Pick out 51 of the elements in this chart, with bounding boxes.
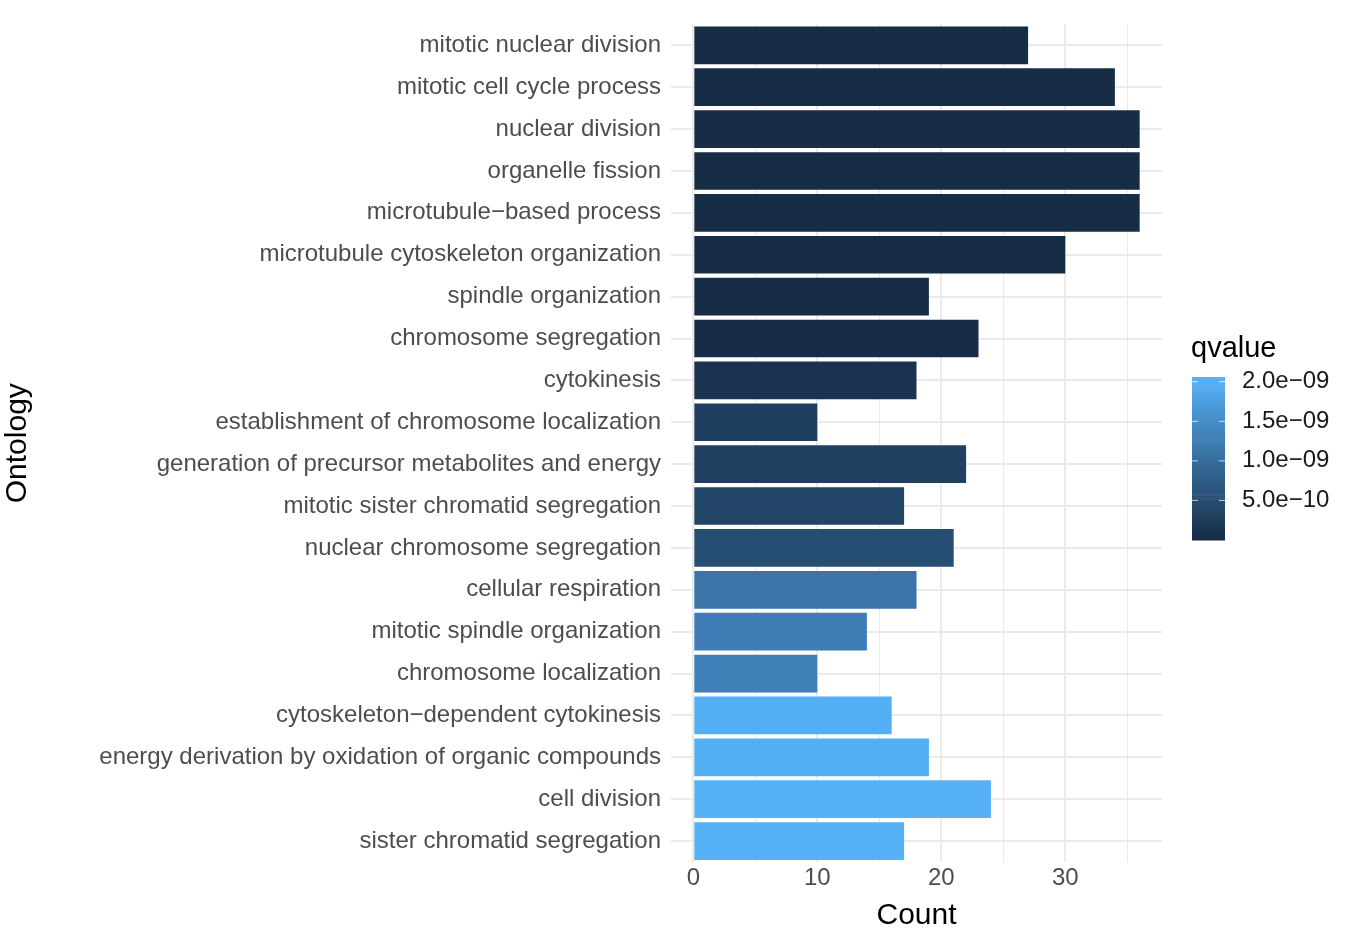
y-tick-label: mitotic spindle organization <box>371 616 661 644</box>
bar <box>694 277 929 316</box>
y-tick-label: establishment of chromosome localization <box>215 406 661 434</box>
x-tick-label: 0 <box>686 863 700 891</box>
y-tick-label: microtubule−based process <box>366 197 661 225</box>
y-tick-label: mitotic sister chromatid segregation <box>283 490 661 518</box>
bar <box>694 696 892 735</box>
y-tick-label: mitotic cell cycle process <box>396 71 661 99</box>
bar <box>694 612 867 651</box>
y-tick-label: cellular respiration <box>466 574 661 602</box>
x-tick-label: 20 <box>927 863 955 891</box>
y-tick-label: nuclear division <box>495 113 661 141</box>
y-tick-label: chromosome segregation <box>390 323 661 351</box>
y-tick-label: sister chromatid segregation <box>359 825 661 853</box>
bar <box>694 361 917 400</box>
y-tick-label: generation of precursor metabolites and energy <box>156 448 661 476</box>
bar <box>694 194 1140 232</box>
bar <box>694 822 905 860</box>
bar <box>694 68 1115 107</box>
y-tick-label: organelle fission <box>487 155 661 183</box>
x-axis-title: Count <box>876 897 958 931</box>
bar <box>694 110 1140 148</box>
bar <box>694 570 917 609</box>
bar <box>694 403 818 442</box>
bar <box>694 445 967 483</box>
bar <box>694 319 979 358</box>
y-tick-label: nuclear chromosome segregation <box>304 532 661 560</box>
x-tick-label: 30 <box>1051 863 1079 891</box>
y-tick-label: energy derivation by oxidation of organic compounds <box>99 741 661 769</box>
y-tick-label: cell division <box>538 783 661 811</box>
bar <box>694 235 1066 274</box>
y-tick-label: mitotic nuclear division <box>419 29 661 57</box>
y-tick-label: microtubule cytoskeleton organization <box>259 239 661 267</box>
y-tick-label: spindle organization <box>447 281 661 309</box>
y-tick-label: chromosome localization <box>396 658 661 686</box>
bar <box>694 529 954 567</box>
color-bar-title: qvalue <box>1191 331 1277 363</box>
color-bar-label: 1.5e−09 <box>1242 405 1330 433</box>
bar <box>694 780 991 819</box>
color-bar-label: 1.0e−09 <box>1242 445 1330 473</box>
bar <box>694 654 818 693</box>
bar <box>694 487 905 525</box>
bar <box>694 738 929 777</box>
color-bar-label: 5.0e−10 <box>1242 485 1330 513</box>
bar <box>694 152 1140 190</box>
y-tick-label: cytokinesis <box>543 365 661 393</box>
y-tick-label: cytoskeleton−dependent cytokinesis <box>276 700 661 728</box>
x-tick-label: 10 <box>803 863 831 891</box>
bar <box>694 26 1029 65</box>
y-axis-title: Ontology <box>0 383 33 504</box>
color-bar-label: 2.0e−09 <box>1242 366 1330 394</box>
